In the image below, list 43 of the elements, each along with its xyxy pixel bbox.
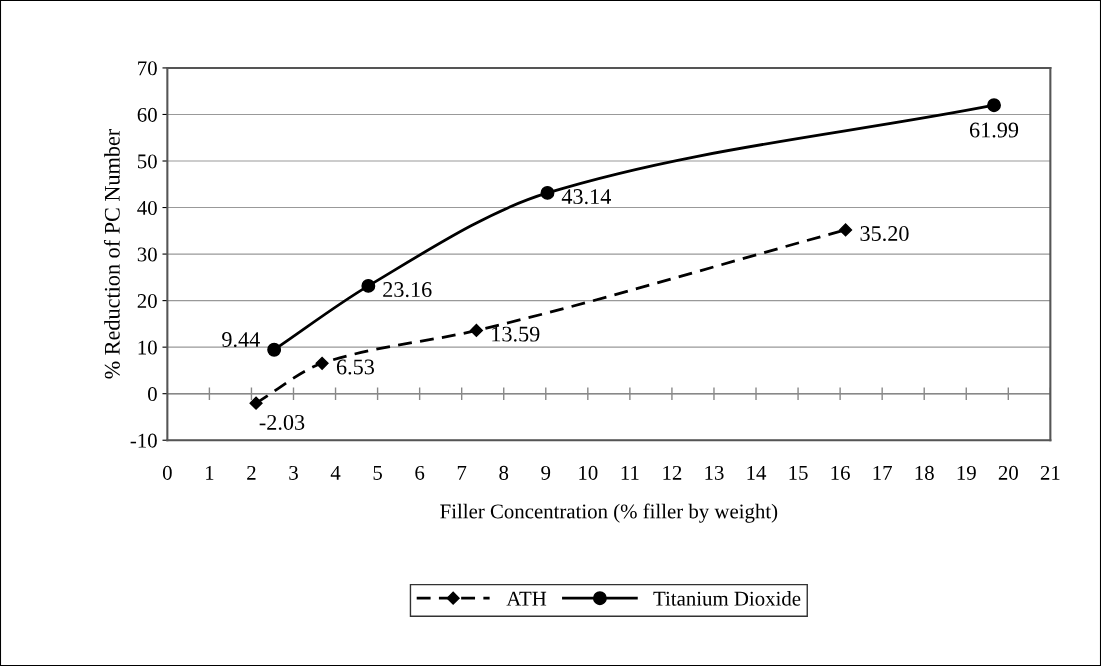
x-tick-label: 16 — [831, 465, 850, 480]
y-axis-title: % Reduction of PC Number — [103, 128, 120, 379]
y-tick-label: 70 — [138, 61, 157, 76]
data-label: 13.59 — [492, 326, 540, 342]
x-tick-label: 19 — [957, 465, 976, 480]
y-tick-label: 10 — [138, 340, 157, 355]
x-tick-label: 11 — [621, 465, 639, 480]
data-label: 9.44 — [222, 332, 260, 348]
x-tick-label: 0 — [162, 465, 172, 480]
x-tick-label: 6 — [415, 465, 425, 480]
x-tick-label: 8 — [499, 465, 509, 480]
data-label: 23.16 — [383, 282, 432, 298]
x-tick-label: 20 — [998, 465, 1018, 480]
x-tick-label: 18 — [915, 465, 934, 480]
x-tick-label: 12 — [663, 465, 682, 480]
x-tick-label: 14 — [747, 465, 767, 480]
data-label: 35.20 — [860, 226, 909, 242]
x-tick-label: 17 — [873, 465, 892, 480]
data-label: 61.99 — [969, 122, 1019, 138]
x-tick-label: 3 — [289, 465, 298, 480]
legend-label: ATH — [506, 591, 547, 606]
x-tick-label: 13 — [705, 465, 724, 480]
x-tick-label: 15 — [789, 465, 808, 480]
x-tick-label: 7 — [457, 466, 467, 480]
x-tick-label: 4 — [330, 465, 341, 480]
x-tick-label: 2 — [247, 465, 256, 480]
x-tick-label: 1 — [206, 465, 214, 480]
x-tick-label: 10 — [579, 465, 598, 480]
y-tick-label: 40 — [137, 200, 157, 215]
legend-label: Titanium Dioxide — [653, 591, 801, 606]
x-tick-label: 9 — [541, 465, 551, 480]
data-label: -2.03 — [259, 414, 305, 430]
y-tick-label: 60 — [137, 107, 157, 122]
x-tick-label: 5 — [373, 466, 382, 480]
y-tick-label: -10 — [130, 433, 157, 448]
y-tick-label: 20 — [137, 293, 157, 309]
data-label: 6.53 — [336, 359, 374, 375]
x-tick-label: 21 — [1040, 465, 1060, 480]
y-tick-label: 30 — [137, 247, 157, 262]
y-tick-label: 50 — [138, 154, 157, 169]
data-label: 43.14 — [561, 189, 612, 205]
x-axis-title: Filler Concentration (% filler by weight) — [440, 503, 778, 523]
y-tick-label: 0 — [148, 387, 157, 402]
